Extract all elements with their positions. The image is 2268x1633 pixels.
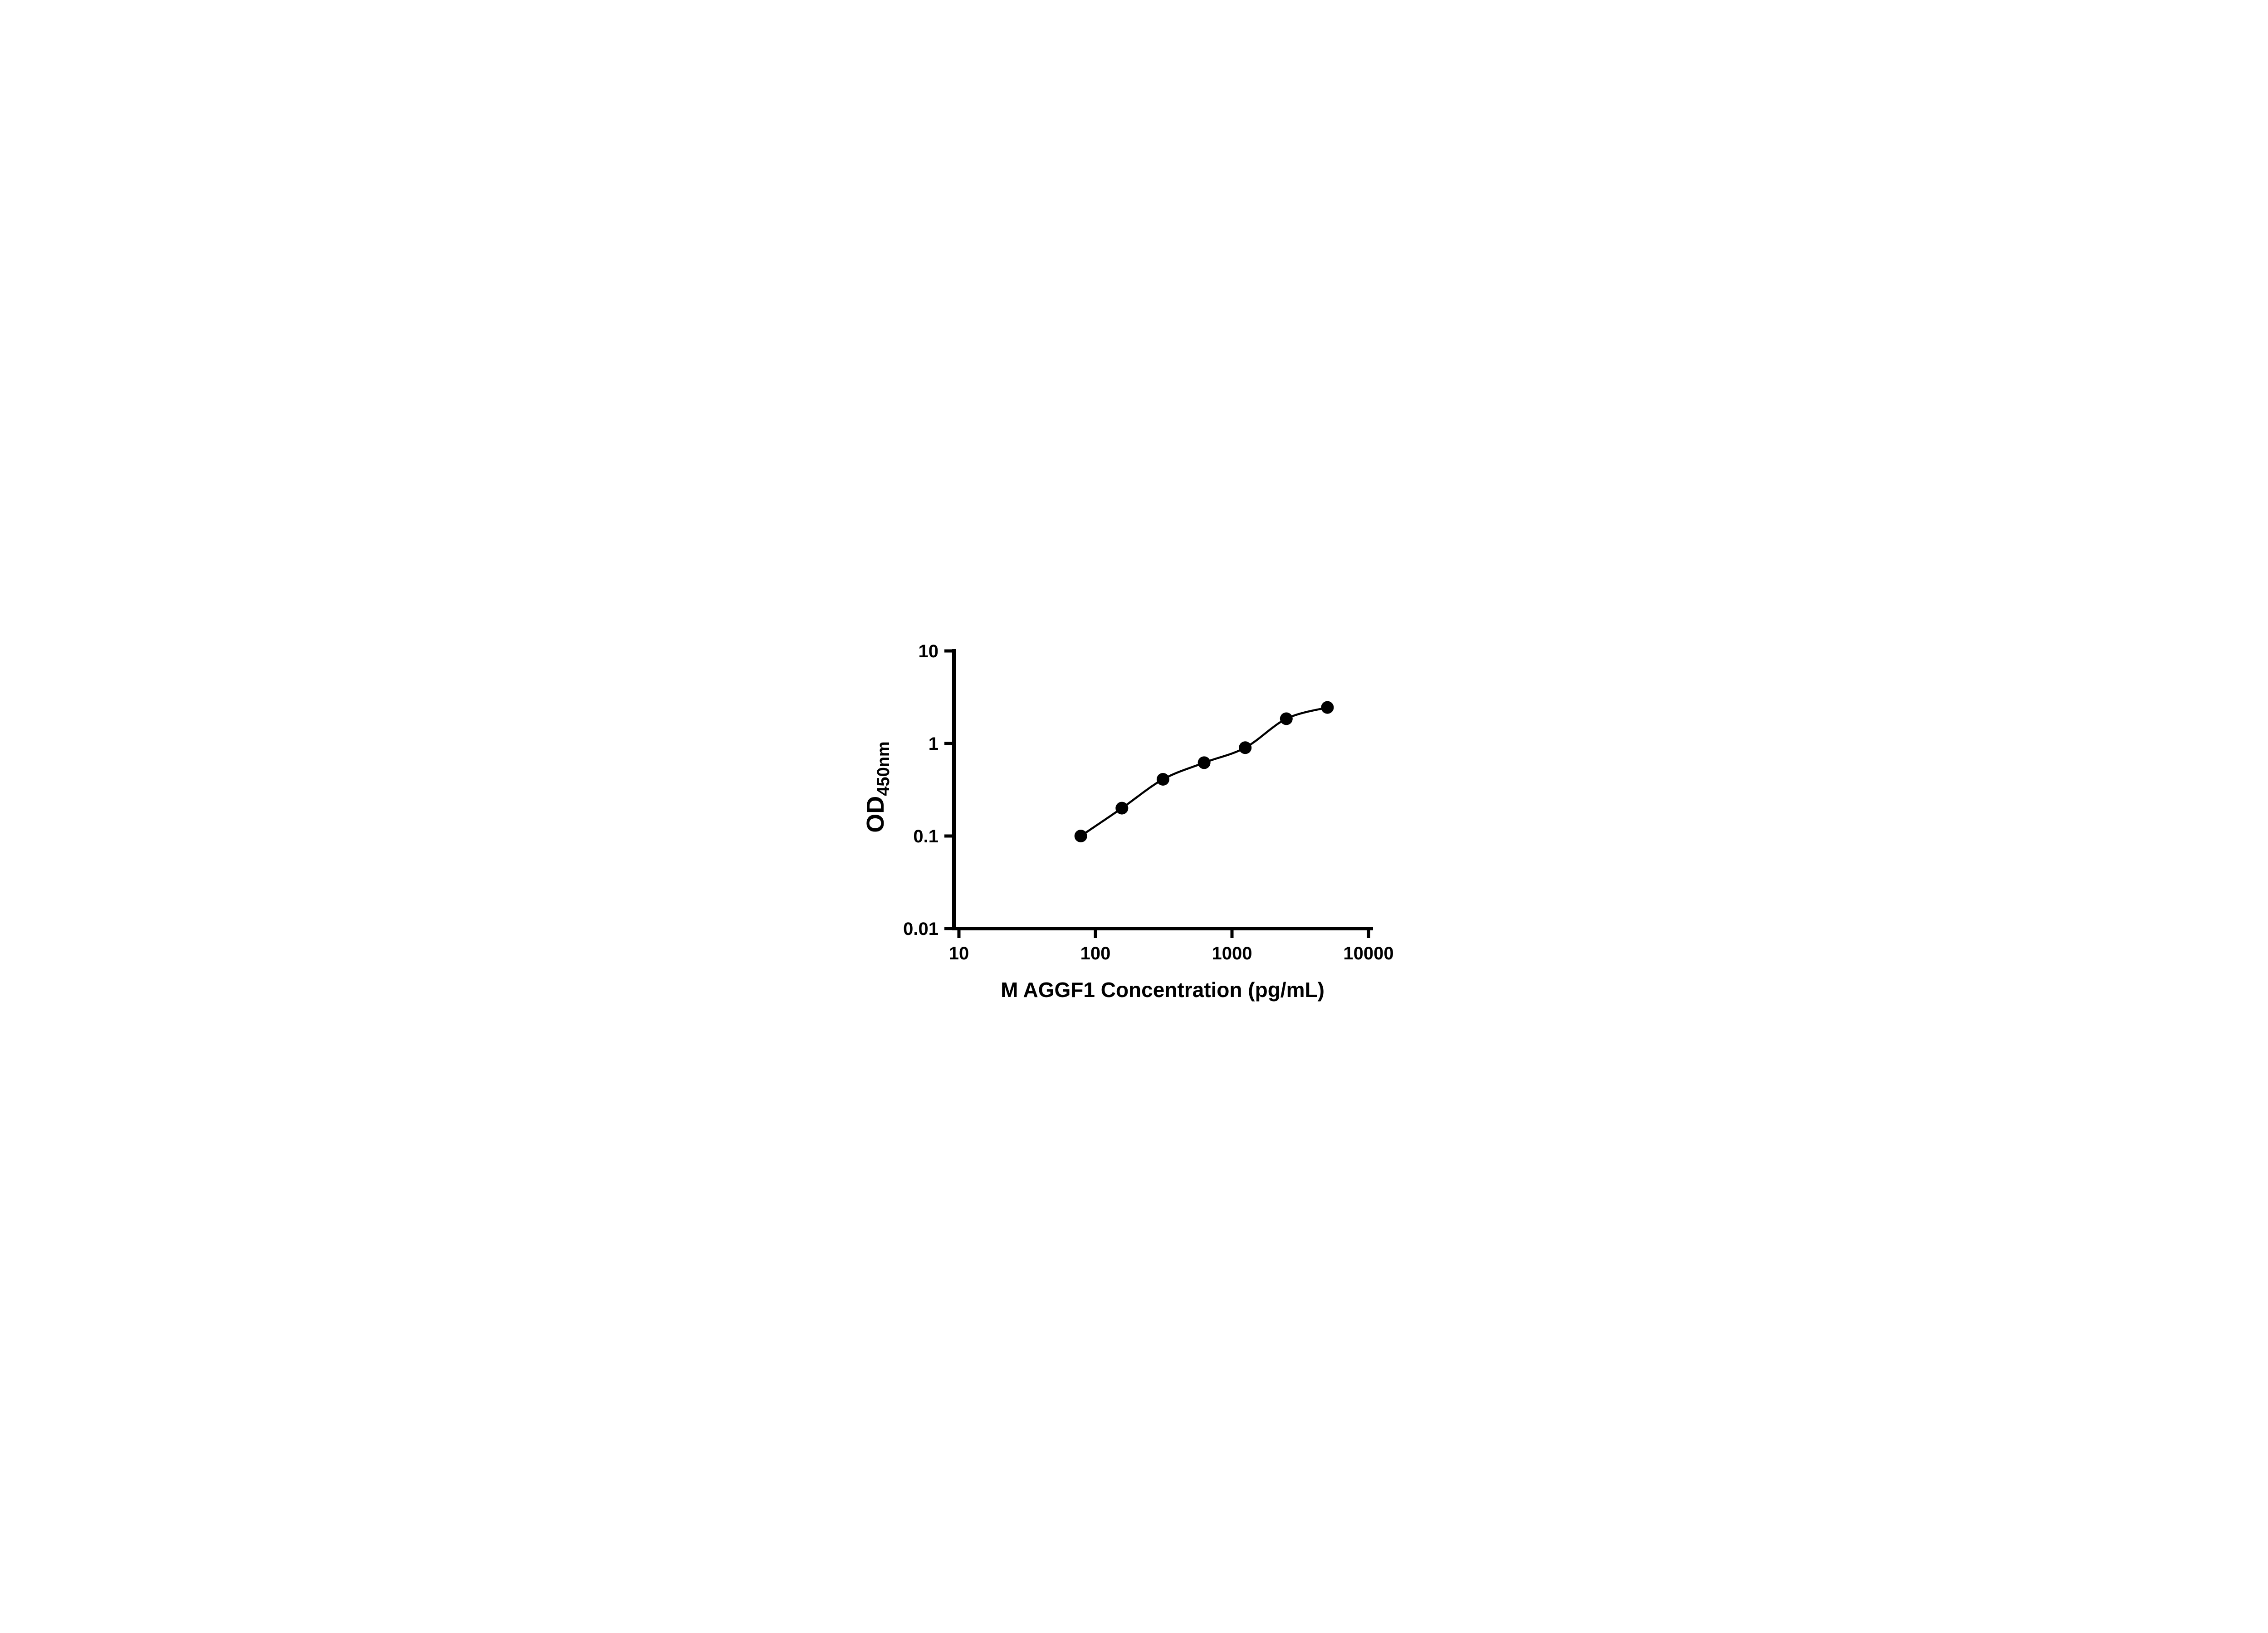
fit-curve	[1080, 706, 1328, 837]
y-axis-tick-label: 0.1	[913, 826, 938, 846]
y-axis-tick-label: 1	[928, 734, 938, 754]
x-axis-tick-label: 10000	[1343, 944, 1393, 963]
data-point-marker	[1115, 802, 1128, 815]
elisa-standard-curve-figure: 10 100 1000 10000 0.01 0.1 1 10 M AGGF1 Concent…	[842, 612, 1426, 1021]
y-axis-title: OD450nm	[862, 741, 893, 832]
data-point-marker	[1074, 830, 1087, 842]
plot-layer: 10 100 1000 10000 0.01 0.1 1 10	[903, 641, 1393, 963]
data-point-marker	[1198, 756, 1211, 769]
y-axis-title-main: OD	[862, 796, 889, 833]
data-point-marker	[1320, 701, 1334, 714]
x-axis-tick-label: 100	[1080, 944, 1110, 963]
y-axis-tick-label: 0.01	[903, 919, 938, 939]
y-axis-title-sub: 450nm	[874, 741, 893, 796]
data-point-marker	[1280, 712, 1293, 725]
y-axis-tick-label: 10	[918, 641, 938, 661]
data-point-marker	[1238, 741, 1251, 754]
data-point-marker	[1156, 773, 1169, 786]
x-axis-tick-label: 1000	[1212, 944, 1252, 963]
chart-canvas: 10 100 1000 10000 0.01 0.1 1 10 M AGGF1 Concent…	[842, 612, 1426, 1021]
x-axis-tick-label: 10	[948, 944, 969, 963]
x-axis-title: M AGGF1 Concentration (pg/mL)	[1001, 978, 1325, 1002]
